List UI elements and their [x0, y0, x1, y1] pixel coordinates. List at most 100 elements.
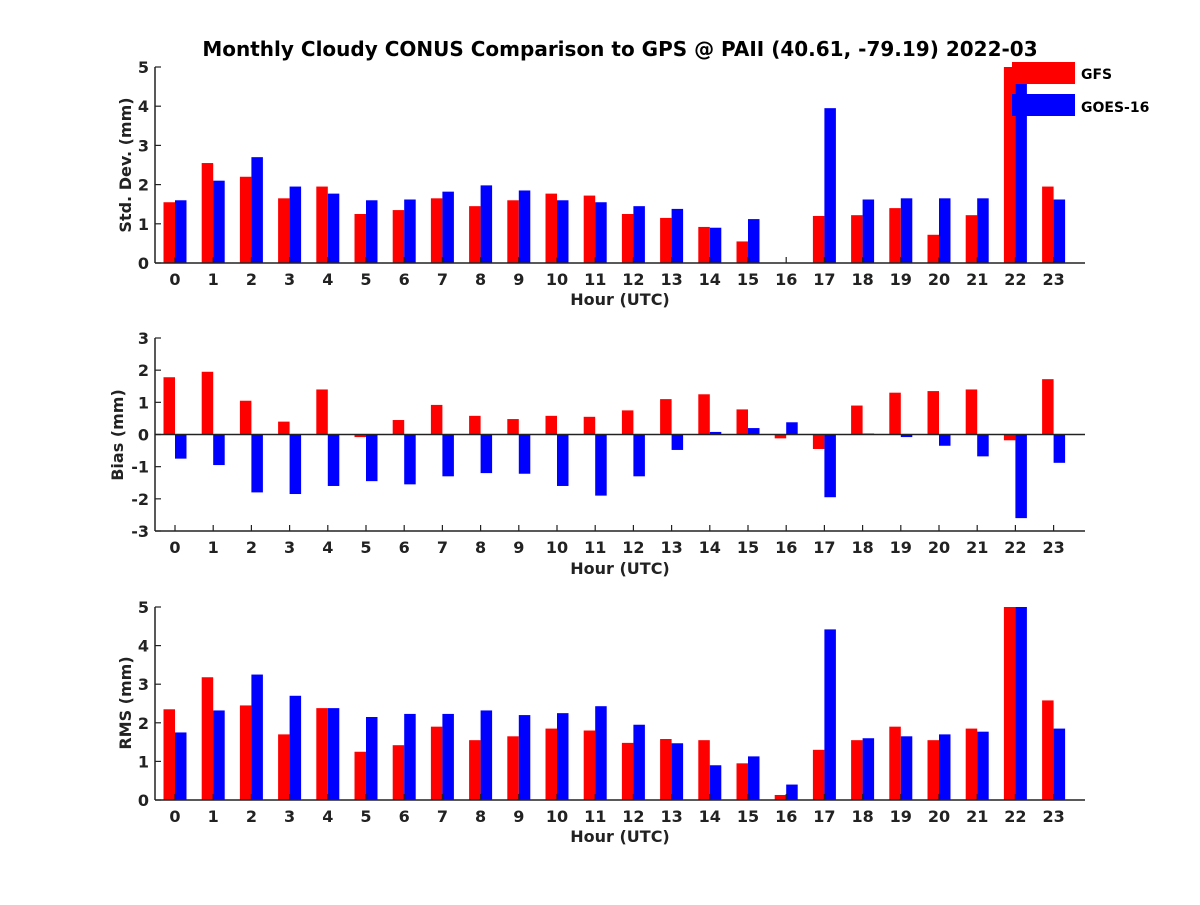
x-tick-label: 17: [813, 270, 835, 289]
bar-goes16-hour-15: [748, 756, 760, 800]
bar-gfs-hour-21: [965, 728, 978, 800]
bar-goes16-hour-16: [786, 784, 798, 800]
bar-goes16-hour-22: [1015, 434, 1027, 519]
y-tick-label: 5: [138, 598, 149, 617]
bar-gfs-hour-10: [545, 193, 557, 263]
bar-goes16-hour-9: [518, 434, 531, 474]
bar-goes16-hour-21: [977, 198, 989, 263]
bar-gfs-hour-23: [1042, 700, 1054, 800]
bar-goes16-hour-16: [786, 422, 798, 435]
bar-goes16-hour-7: [442, 713, 454, 800]
chart-title: Monthly Cloudy CONUS Comparison to GPS @…: [202, 37, 1037, 61]
bar-goes16-hour-11: [595, 434, 607, 496]
x-tick-label: 21: [966, 807, 988, 826]
legend-swatch-goes16: [1012, 94, 1075, 116]
bar-goes16-hour-7: [442, 191, 454, 263]
bar-gfs-hour-17: [812, 215, 825, 263]
bar-gfs-hour-6: [392, 420, 405, 435]
bar-goes16-hour-14: [709, 765, 722, 800]
bar-gfs-hour-5: [354, 751, 366, 800]
x-tick-label: 0: [169, 807, 180, 826]
bar-gfs-hour-2: [239, 176, 252, 263]
x-tick-label: 15: [737, 270, 759, 289]
bar-gfs-hour-1: [201, 677, 214, 800]
x-tick-label: 3: [284, 807, 295, 826]
bar-gfs-hour-2: [239, 705, 252, 800]
bar-goes16-hour-1: [213, 710, 225, 800]
bar-gfs-hour-12: [621, 214, 634, 263]
bar-goes16-hour-17: [824, 629, 836, 800]
legend-swatch-gfs: [1012, 62, 1075, 84]
x-tick-label: 6: [399, 807, 410, 826]
bar-goes16-hour-10: [557, 713, 569, 800]
bar-goes16-hour-18: [862, 199, 875, 263]
bar-goes16-hour-19: [900, 198, 913, 263]
y-tick-label: 1: [138, 215, 149, 234]
x-tick-label: 11: [584, 807, 606, 826]
x-axis-label: Hour (UTC): [570, 559, 670, 578]
bar-goes16-hour-12: [633, 434, 645, 477]
y-tick-label: 2: [138, 361, 149, 380]
bar-gfs-hour-17: [812, 434, 825, 449]
y-tick-label: -1: [131, 458, 149, 477]
x-tick-label: 4: [322, 807, 333, 826]
bar-goes16-hour-0: [175, 200, 187, 263]
bar-gfs-hour-0: [163, 377, 175, 435]
x-tick-label: 0: [169, 270, 180, 289]
bar-gfs-hour-21: [965, 389, 978, 435]
y-tick-label: 0: [138, 254, 149, 273]
bar-goes16-hour-2: [251, 434, 263, 493]
x-tick-label: 1: [208, 270, 219, 289]
bar-gfs-hour-18: [851, 740, 863, 800]
y-tick-label: 1: [138, 752, 149, 771]
y-axis-label: RMS (mm): [116, 656, 135, 749]
x-tick-label: 11: [584, 538, 606, 557]
bar-gfs-hour-7: [430, 726, 443, 800]
bar-goes16-hour-10: [557, 200, 569, 263]
x-tick-label: 3: [284, 270, 295, 289]
bar-gfs-hour-22: [1003, 607, 1016, 800]
x-tick-label: 4: [322, 270, 333, 289]
bar-goes16-hour-3: [289, 695, 302, 800]
bar-gfs-hour-14: [698, 226, 710, 263]
bar-gfs-hour-16: [774, 434, 787, 439]
bar-gfs-hour-7: [430, 198, 443, 263]
bar-goes16-hour-13: [671, 208, 684, 263]
bar-gfs-hour-1: [201, 163, 214, 263]
bar-gfs-hour-6: [392, 210, 405, 263]
bar-goes16-hour-15: [748, 428, 760, 435]
bar-gfs-hour-3: [278, 421, 290, 435]
x-tick-label: 8: [475, 807, 486, 826]
x-tick-label: 9: [513, 538, 524, 557]
bar-gfs-hour-14: [698, 740, 710, 800]
y-tick-label: 2: [138, 176, 149, 195]
bar-gfs-hour-8: [469, 415, 481, 435]
bar-goes16-hour-2: [251, 674, 263, 800]
x-tick-label: 19: [890, 538, 912, 557]
bar-goes16-hour-9: [518, 190, 531, 263]
bar-gfs-hour-7: [430, 404, 443, 435]
bar-gfs-hour-1: [201, 371, 214, 435]
y-tick-label: 0: [138, 791, 149, 810]
x-tick-label: 18: [851, 538, 873, 557]
bar-gfs-hour-3: [278, 198, 290, 263]
bar-goes16-hour-5: [366, 200, 378, 263]
x-tick-label: 10: [546, 807, 568, 826]
bar-goes16-hour-6: [404, 713, 416, 800]
x-tick-label: 10: [546, 270, 568, 289]
bar-goes16-hour-1: [213, 434, 225, 466]
bar-goes16-hour-23: [1053, 434, 1066, 463]
bar-gfs-hour-2: [239, 400, 252, 435]
x-tick-label: 23: [1042, 270, 1064, 289]
bar-gfs-hour-22: [1003, 434, 1016, 441]
x-tick-label: 19: [890, 270, 912, 289]
bar-gfs-hour-14: [698, 394, 710, 435]
bar-goes16-hour-23: [1053, 728, 1066, 800]
x-tick-label: 20: [928, 270, 950, 289]
x-tick-label: 13: [660, 807, 682, 826]
x-tick-label: 14: [699, 538, 721, 557]
x-tick-label: 9: [513, 807, 524, 826]
legend-label-goes16: GOES-16: [1081, 100, 1149, 116]
bar-gfs-hour-15: [736, 241, 748, 263]
